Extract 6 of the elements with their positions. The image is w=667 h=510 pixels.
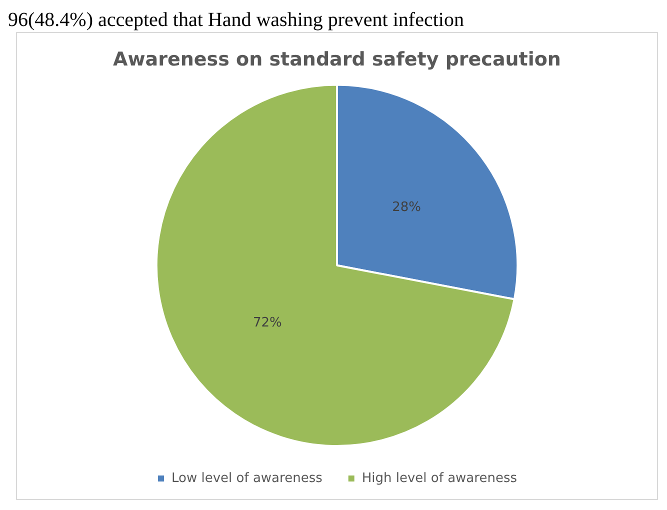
legend-label: Low level of awareness (172, 470, 323, 486)
data-label: 72% (252, 315, 282, 330)
data-label: 28% (392, 200, 422, 216)
chart-title: Awareness on standard safety precaution (113, 48, 561, 70)
text: 96(48.4%) accepted that Hand washing prevent infection (8, 8, 465, 32)
legend-label: High level of awareness (362, 470, 518, 486)
